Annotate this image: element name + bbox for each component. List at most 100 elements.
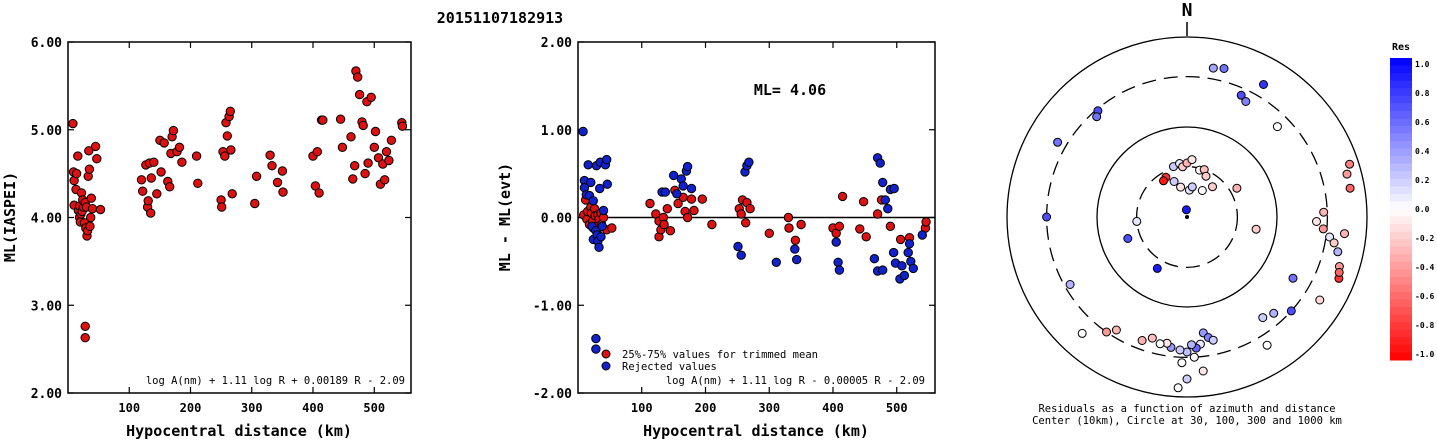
colorbar-segment <box>1390 110 1412 119</box>
y-tick-label: 2.00 <box>541 36 572 51</box>
colorbar-segment <box>1390 103 1412 112</box>
station-residual-point <box>1208 182 1217 192</box>
station-residual-point <box>1077 328 1087 338</box>
data-point <box>73 151 83 161</box>
data-point <box>149 157 159 167</box>
rejected-point <box>897 261 907 271</box>
colorbar-segment <box>1390 284 1412 293</box>
station-residual-point <box>1251 224 1261 234</box>
rejected-point <box>682 161 693 172</box>
data-point <box>68 118 78 129</box>
colorbar-segment <box>1390 95 1412 104</box>
data-point <box>764 228 774 239</box>
data-point <box>697 194 707 204</box>
colorbar-segment <box>1390 276 1412 285</box>
colorbar-segment <box>1390 186 1412 195</box>
data-point <box>921 217 931 227</box>
station-residual-point <box>1159 176 1168 186</box>
data-point <box>267 161 277 171</box>
x-tick-label: 300 <box>758 401 780 415</box>
colorbar-segment <box>1390 73 1412 82</box>
data-point <box>855 224 865 234</box>
colorbar-tick-label: 0.0 <box>1415 205 1430 214</box>
rejected-point <box>869 254 880 264</box>
station-residual-point <box>1232 183 1242 193</box>
colorbar-segment <box>1390 201 1412 210</box>
x-tick-label: 100 <box>631 401 653 415</box>
y-tick-label: 5.00 <box>31 124 62 139</box>
x-axis-label: Hypocentral distance (km) <box>643 422 869 440</box>
rejected-point <box>668 170 679 181</box>
data-point <box>662 204 672 214</box>
x-tick-label: 400 <box>822 401 844 415</box>
station-residual-point <box>1319 207 1329 217</box>
data-point <box>193 178 203 189</box>
data-point <box>350 161 360 171</box>
data-point <box>384 155 394 166</box>
rejected-point <box>831 237 841 247</box>
rejected-point <box>744 157 754 167</box>
colorbar-tick-label: 1.0 <box>1415 60 1430 69</box>
data-point <box>225 106 236 117</box>
x-tick-label: 400 <box>302 401 324 415</box>
colorbar-segment <box>1390 269 1412 278</box>
data-point <box>278 187 288 197</box>
rejected-point <box>597 221 607 232</box>
colorbar-tick-label: -0.4 <box>1415 263 1434 272</box>
colorbar-segment <box>1390 322 1412 331</box>
data-point <box>335 114 346 124</box>
colorbar-segment <box>1390 344 1412 353</box>
data-point <box>354 89 365 100</box>
rejected-point <box>790 244 800 254</box>
rejected-point <box>889 183 899 194</box>
colorbar-segment <box>1390 261 1412 270</box>
legend-label-rejected: Rejected values <box>622 361 717 373</box>
station-residual-point <box>1132 216 1142 226</box>
rejected-point <box>888 247 899 258</box>
data-point <box>85 221 95 232</box>
colorbar-segment <box>1390 65 1412 74</box>
colorbar-segment <box>1390 307 1412 316</box>
station-residual-point <box>1152 263 1162 273</box>
data-point <box>152 189 162 199</box>
station-residual-point <box>1176 182 1186 192</box>
x-tick-label: 500 <box>886 401 908 415</box>
data-point <box>136 175 147 185</box>
data-point <box>314 188 324 198</box>
colorbar-segment <box>1390 239 1412 248</box>
colorbar-segment <box>1390 163 1412 172</box>
colorbar-tick-label: -0.8 <box>1415 321 1434 330</box>
data-point <box>222 131 233 141</box>
y-tick-label: 2.00 <box>31 387 62 402</box>
rejected-point <box>833 257 843 267</box>
data-point <box>783 212 794 223</box>
station-residual-point <box>1259 80 1268 89</box>
station-residual-point <box>1325 232 1335 242</box>
data-point <box>741 218 751 228</box>
colorbar-segment <box>1390 299 1412 308</box>
colorbar-segment <box>1390 171 1412 180</box>
data-point <box>220 151 230 161</box>
colorbar-segment <box>1390 231 1412 240</box>
data-point <box>834 221 845 232</box>
colorbar-tick-label: 0.2 <box>1415 176 1430 185</box>
x-tick-label: 500 <box>363 401 385 415</box>
data-point <box>95 204 106 215</box>
rejected-point <box>678 181 688 191</box>
data-point <box>665 226 676 236</box>
data-point <box>645 198 655 209</box>
rejected-point <box>660 187 670 197</box>
station-residual-point <box>1241 97 1251 106</box>
data-point <box>707 219 717 230</box>
station-residual-point <box>1065 280 1075 289</box>
data-point <box>337 142 348 153</box>
y-tick-label: 6.00 <box>31 36 62 51</box>
epicenter-dot <box>1185 215 1189 219</box>
y-tick-label: 1.00 <box>541 124 572 139</box>
rejected-point <box>878 177 888 188</box>
rejected-point <box>598 205 609 216</box>
rejected-point <box>736 250 746 260</box>
y-tick-label: 0.00 <box>541 212 572 227</box>
data-point <box>191 151 202 161</box>
data-point <box>397 121 408 131</box>
